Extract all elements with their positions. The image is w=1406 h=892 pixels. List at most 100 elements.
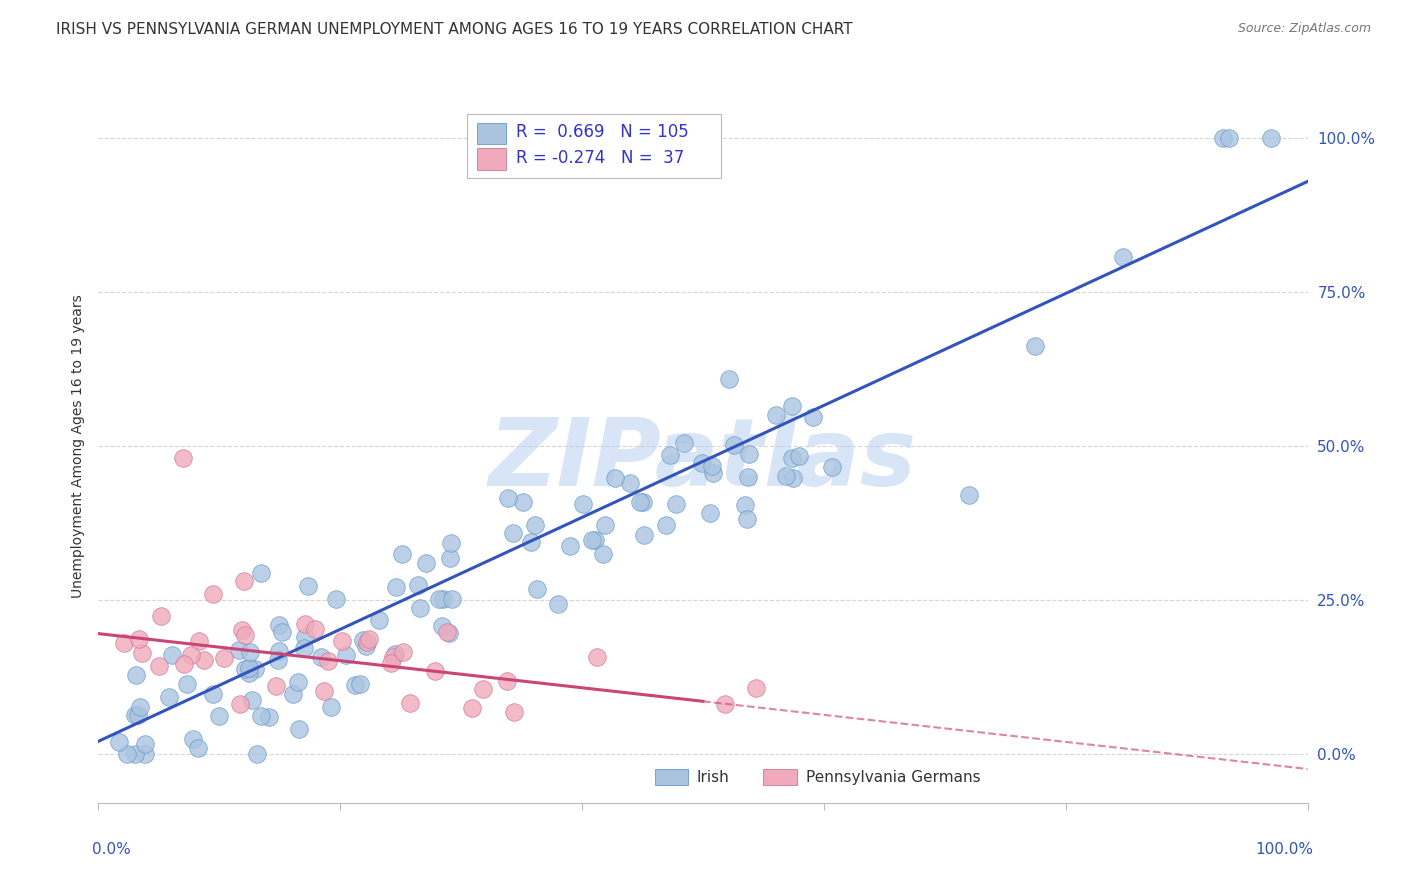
Point [283,687,305,701]
Point [117,747,139,761]
Point [382,650,405,665]
Point [659,448,682,462]
Point [343,678,366,692]
Point [592,547,614,561]
Point [432,619,454,633]
Text: R =  0.669   N = 105: R = 0.669 N = 105 [516,123,689,141]
Point [356,639,378,653]
Point [409,601,432,615]
Point [180,648,202,662]
Point [148,658,170,673]
Point [127,708,149,723]
Point [782,399,804,413]
Point [233,662,256,676]
Point [583,533,606,547]
Point [765,409,787,423]
Point [423,665,446,679]
Point [605,470,627,484]
Point [735,512,758,526]
Point [287,722,309,736]
FancyBboxPatch shape [655,769,689,785]
Point [1212,131,1234,145]
Text: 0.0%: 0.0% [93,842,131,857]
Point [472,682,495,697]
FancyBboxPatch shape [763,769,797,785]
Point [384,580,406,594]
Point [700,458,723,473]
Point [269,618,291,632]
Point [267,644,290,658]
Point [240,693,263,707]
Point [335,648,357,662]
Point [330,634,353,648]
Point [717,371,740,385]
Point [124,747,146,761]
Point [957,488,980,502]
Point [628,494,651,508]
Point [150,608,173,623]
Point [427,592,450,607]
Point [619,476,641,491]
Point [738,447,761,461]
Point [503,706,526,720]
Point [259,710,281,724]
Text: Irish: Irish [697,770,730,785]
Point [267,653,290,667]
Point [441,591,464,606]
Point [316,654,339,668]
Text: Source: ZipAtlas.com: Source: ZipAtlas.com [1237,22,1371,36]
Point [782,470,804,484]
Point [737,470,759,484]
Point [496,491,519,506]
Point [1260,131,1282,145]
Point [271,624,294,639]
Point [801,409,824,424]
Point [309,650,332,665]
Point [246,747,269,761]
Point [415,556,437,570]
Point [250,708,273,723]
Point [112,635,135,649]
Point [356,635,378,649]
Point [294,630,316,644]
Point [187,740,209,755]
Point [352,633,374,648]
Point [228,642,250,657]
Point [202,687,225,701]
Point [526,582,548,597]
Text: IRISH VS PENNSYLVANIA GERMAN UNEMPLOYMENT AMONG AGES 16 TO 19 YEARS CORRELATION : IRISH VS PENNSYLVANIA GERMAN UNEMPLOYMEN… [56,22,853,37]
FancyBboxPatch shape [477,148,506,169]
Point [631,494,654,508]
Point [193,652,215,666]
Point [125,668,148,682]
Text: 100.0%: 100.0% [1256,842,1313,857]
Point [787,449,810,463]
Point [702,466,724,480]
Point [287,674,309,689]
Point [176,677,198,691]
Point [239,645,262,659]
Point [734,499,756,513]
Point [266,679,288,693]
Point [439,551,461,566]
Point [495,673,517,688]
Point [558,539,581,553]
Point [292,640,315,655]
Point [1112,250,1135,264]
Point [304,622,326,636]
Point [586,650,609,665]
Point [714,697,737,711]
Point [547,597,569,611]
Y-axis label: Unemployment Among Ages 16 to 19 years: Unemployment Among Ages 16 to 19 years [70,294,84,598]
Point [349,677,371,691]
Point [294,617,316,632]
Point [368,613,391,627]
Point [780,450,803,465]
Point [229,698,252,712]
Point [128,632,150,646]
Text: R = -0.274   N =  37: R = -0.274 N = 37 [516,150,683,168]
Point [821,460,844,475]
FancyBboxPatch shape [477,123,506,145]
Text: Pennsylvania Germans: Pennsylvania Germans [806,770,980,785]
Point [380,656,402,670]
